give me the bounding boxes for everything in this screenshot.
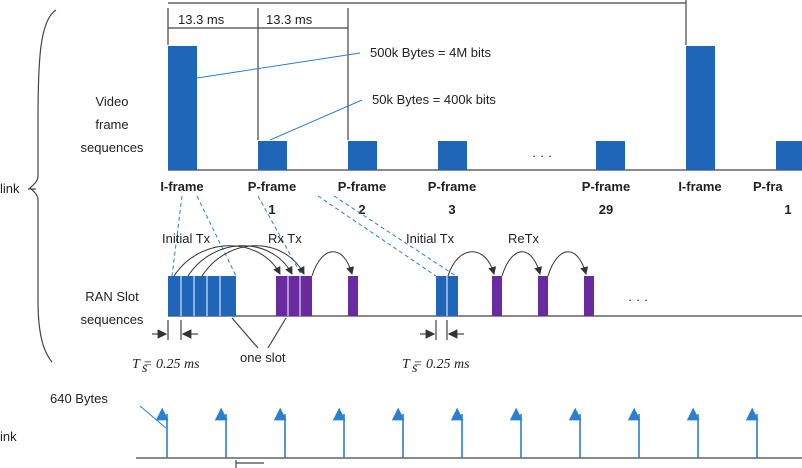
packet-size-label: 640 Bytes xyxy=(50,391,108,406)
p-frame-next-bar xyxy=(776,141,802,170)
ts-label-1: T = 0.25 ms xyxy=(132,357,200,372)
frame-label-0: I-frame xyxy=(160,179,203,194)
frame-label-1: P-frame xyxy=(248,179,296,194)
interval-a-label: 13.3 ms xyxy=(178,12,225,27)
frame-index-3: 3 xyxy=(448,202,455,217)
retx-arc xyxy=(173,245,281,277)
iframe-size-label: 500k Bytes = 4M bits xyxy=(370,45,492,60)
retx-slot-a xyxy=(348,276,358,316)
uplink-brace xyxy=(29,9,57,363)
frame-label-next: P-fra xyxy=(753,179,783,194)
iframe-size-leader xyxy=(196,52,361,79)
ts-label-2: T = 0.25 ms xyxy=(402,357,470,372)
pframe-size-label: 50k Bytes = 400k bits xyxy=(372,92,496,107)
retx-arc xyxy=(201,245,305,277)
initial-tx-label-1: Initial Tx xyxy=(162,231,211,246)
frame-label-29: P-frame xyxy=(582,179,630,194)
frame-index-2: 2 xyxy=(358,202,365,217)
map-pframe1-end xyxy=(257,195,303,277)
i-frame-2-bar xyxy=(686,46,715,170)
video-row-label-3: sequences xyxy=(81,140,144,155)
downlink-label: ink xyxy=(0,429,17,444)
retx-slot-b xyxy=(492,276,502,316)
video-ellipsis: · · · xyxy=(532,148,552,163)
ts-sub-2: s xyxy=(412,361,418,376)
initial-tx-block-1 xyxy=(168,276,236,316)
rx-tx-label: Rx Tx xyxy=(268,231,302,246)
ts-sub-1: s xyxy=(142,361,148,376)
retx-arc xyxy=(501,251,543,277)
one-slot-pointer xyxy=(267,317,287,349)
frame-label-i2: I-frame xyxy=(678,179,721,194)
map-iframe-end xyxy=(196,195,237,277)
retx-arc xyxy=(187,245,293,277)
retx-arc xyxy=(547,251,589,277)
retx-arc xyxy=(447,251,497,277)
interval-b-label: 13.3 ms xyxy=(266,12,313,27)
video-row-label-2: frame xyxy=(95,117,128,132)
ran-ellipsis: · · · xyxy=(628,292,648,307)
frame-label-3: P-frame xyxy=(428,179,476,194)
initial-tx-label-2: Initial Tx xyxy=(406,231,455,246)
retx-slot-d xyxy=(584,276,594,316)
p-frame-3-bar xyxy=(438,141,467,170)
video-row-label-1: Video xyxy=(95,94,128,109)
frame-index-29: 29 xyxy=(599,202,613,217)
one-slot-pointer xyxy=(231,317,259,349)
p-frame-29-bar xyxy=(596,141,625,170)
ran-row-label-2: sequences xyxy=(81,312,144,327)
ran-row-label-1: RAN Slot xyxy=(85,289,139,304)
frame-index-1: 1 xyxy=(268,202,275,217)
frame-label-2: P-frame xyxy=(338,179,386,194)
retx-label: ReTx xyxy=(508,231,540,246)
retx-arc xyxy=(311,251,355,277)
retx-block-1 xyxy=(276,276,312,316)
packet-size-leader xyxy=(139,405,167,429)
pframe-size-leader xyxy=(269,99,363,141)
one-slot-label: one slot xyxy=(240,350,286,365)
p-frame-2-bar xyxy=(348,141,377,170)
packet-arrows xyxy=(155,407,759,458)
p-frame-1-bar xyxy=(258,141,287,170)
frame-index-next: 1 xyxy=(784,202,791,217)
i-frame-bar xyxy=(168,46,197,170)
uplink-label: link xyxy=(0,181,20,196)
retx-slot-c xyxy=(538,276,548,316)
map-pframe2-end xyxy=(333,195,457,277)
map-pframe2-start xyxy=(317,195,437,277)
